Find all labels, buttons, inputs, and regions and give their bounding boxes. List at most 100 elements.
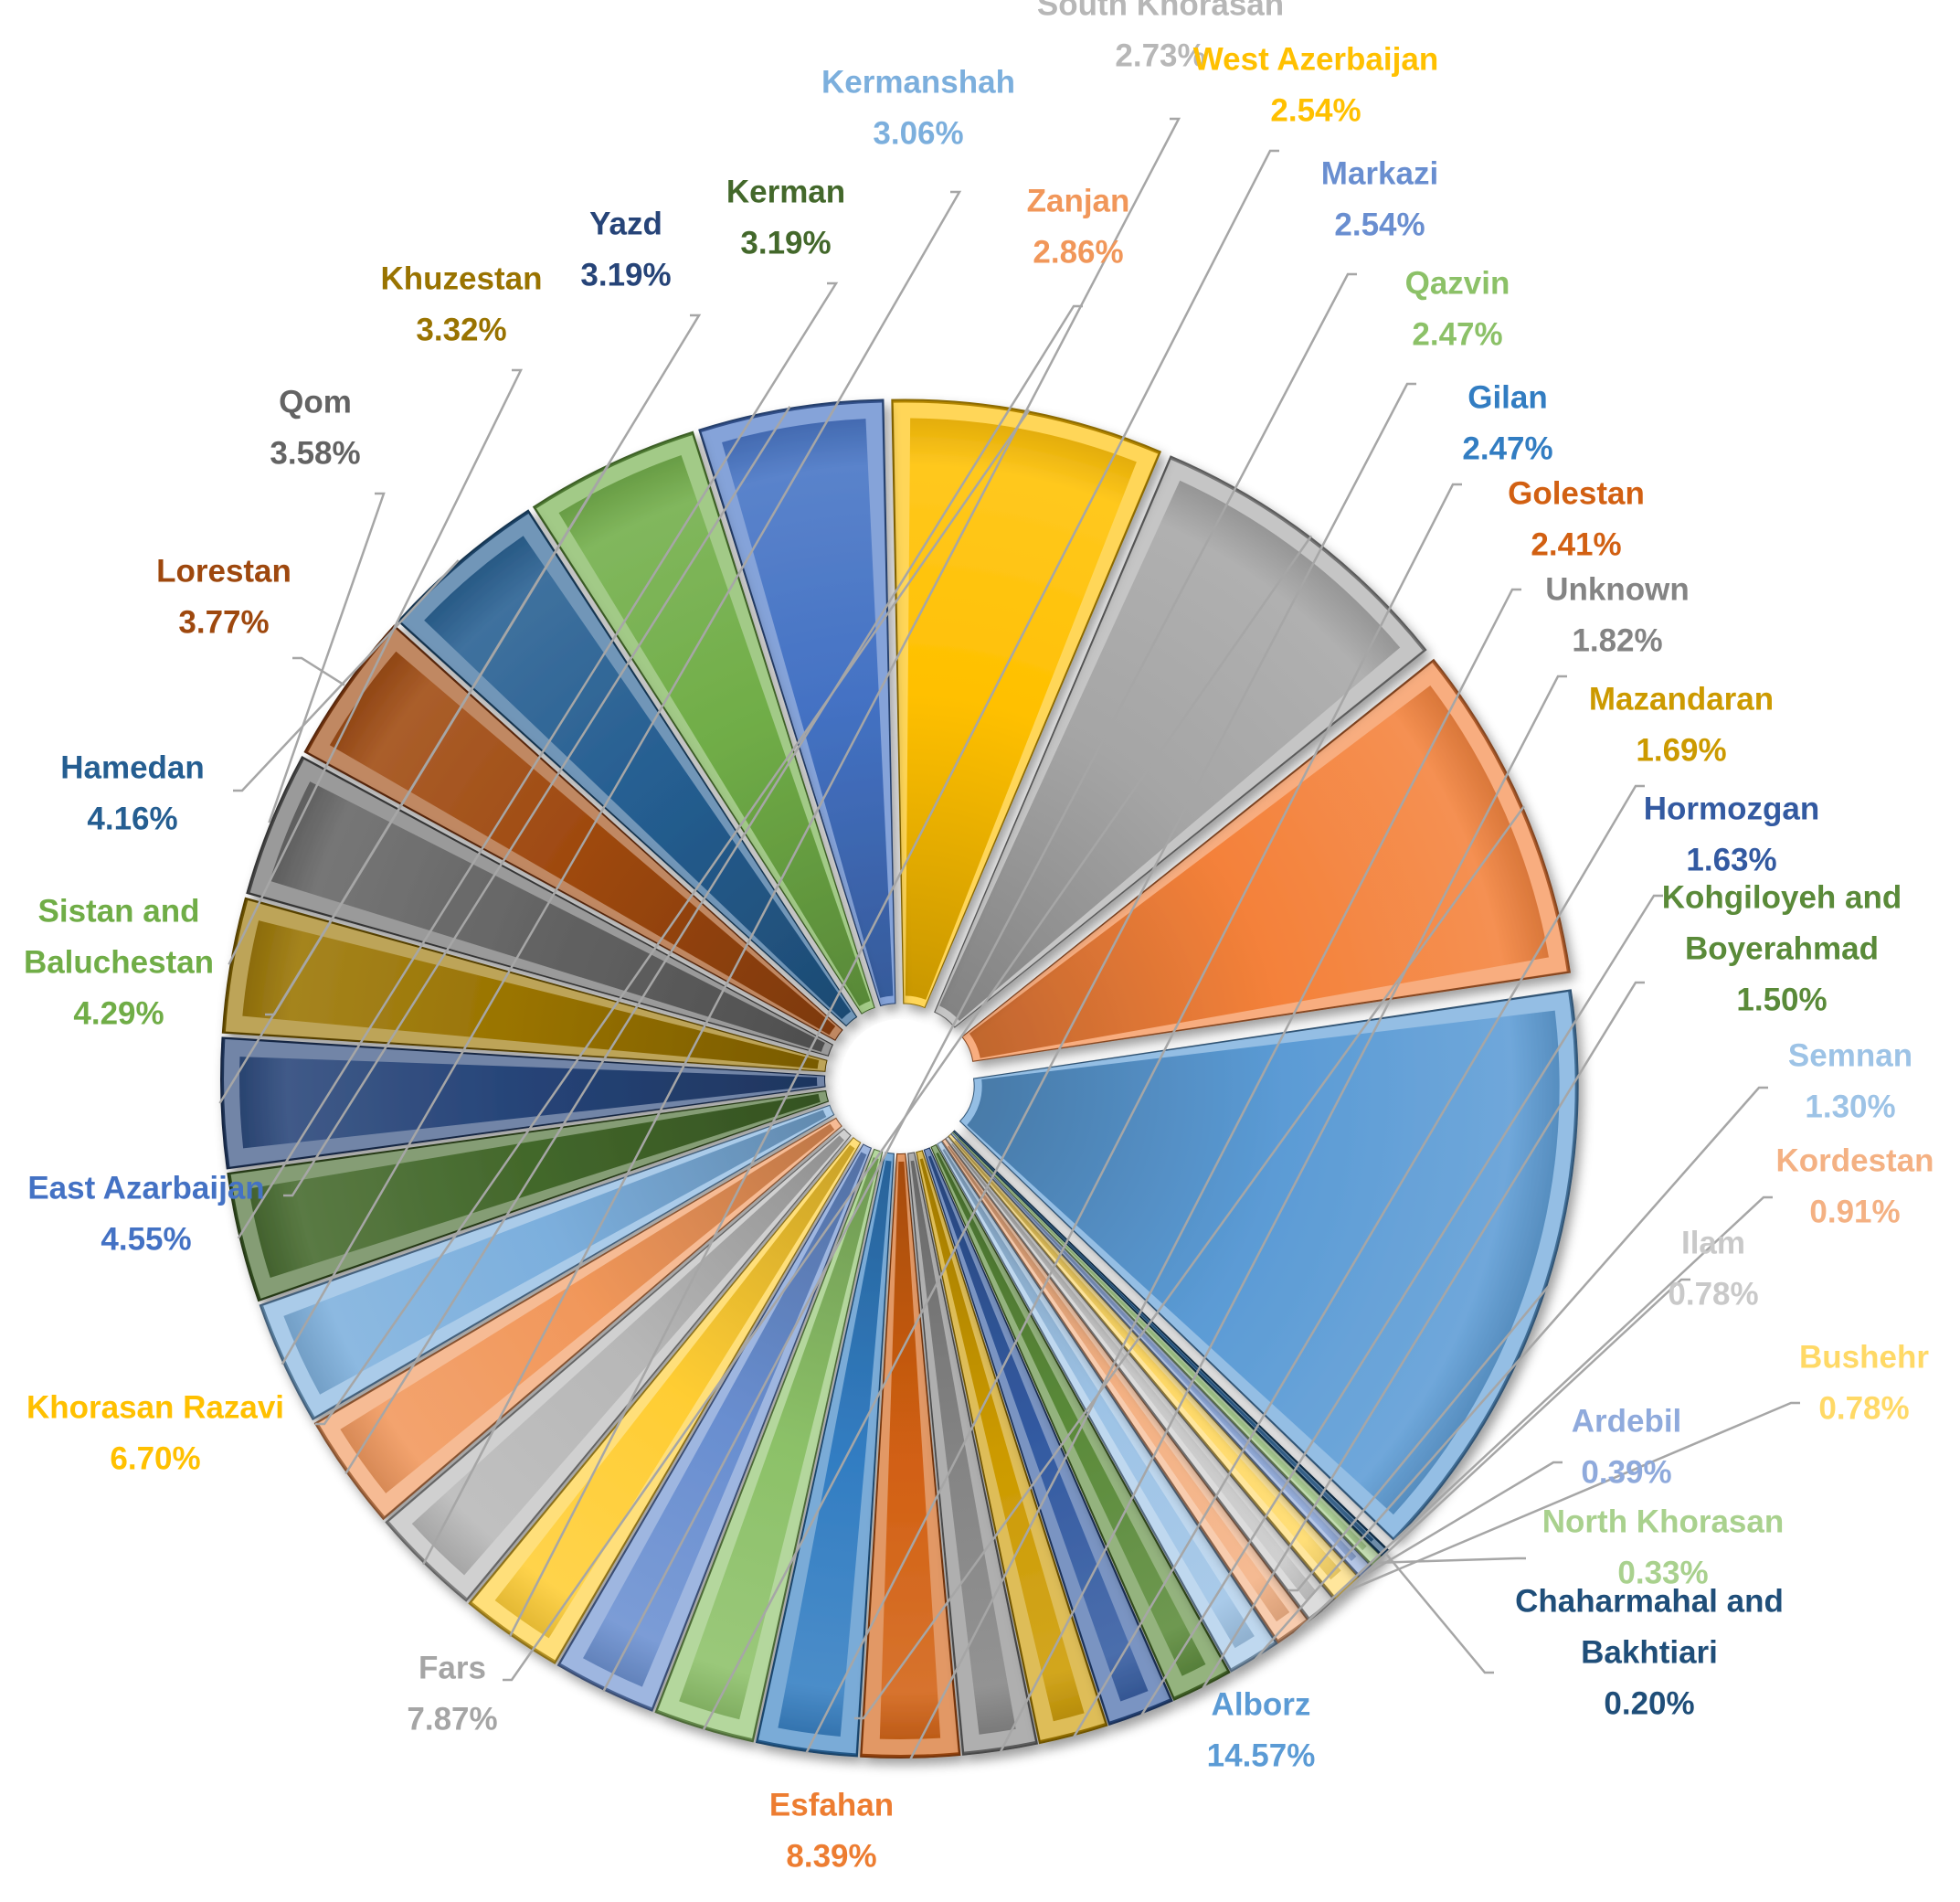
data-label-name-unknown: Unknown [1545,571,1689,607]
slice-south-khorasan-face [411,1135,844,1576]
slice-khorasan-razavi-face [905,418,1137,1000]
slice-ardebil-face [957,1138,1357,1561]
data-label-value-lorestan: 3.77% [178,604,269,640]
leader-line-east-azarbaijan [283,406,791,1197]
data-label-name-zanjan: Zanjan [1027,183,1130,218]
data-label-value-ilam: 0.78% [1668,1276,1758,1312]
slice-khuzestan [221,897,828,1072]
leader-line-north-khorasan [1378,1557,1526,1564]
slice-east-azarbaijan-face [722,419,894,998]
leader-line-yazd [218,313,702,1104]
slice-semnan-face [942,1149,1255,1649]
data-label-name-mazandaran: Mazandaran [1589,681,1774,717]
data-label-value-unknown: 1.82% [1572,622,1662,658]
data-label-name-kermanshah: Kermanshah [821,64,1015,100]
data-label-value-kerman: 3.19% [740,225,831,260]
slice-golestan-face [879,1161,941,1739]
data-label-value-chaharmahal-and-bakhtiari: 0.20% [1604,1685,1694,1721]
leader-line-west-azerbaijan [508,149,1279,1638]
leader-line-fars [503,535,1313,1682]
leader-line-kohgiloyeh-and-boyerahmad [1202,981,1645,1689]
data-label-value-hormozgan: 1.63% [1686,842,1776,877]
data-label-name-golestan: Golestan [1508,475,1645,511]
data-label-name-west-azerbaijan: West Azerbaijan [1193,41,1438,77]
slice-gilan [755,1152,895,1758]
data-label-value-yazd: 3.19% [580,257,671,292]
slice-markazi-face [583,1152,867,1687]
slice-zanjan [313,1117,842,1521]
leader-line-hormozgan [1140,894,1663,1716]
slice-kerman [227,1089,830,1302]
data-label-value-zanjan: 2.86% [1033,234,1123,270]
slice-qazvin-face [679,1157,879,1720]
data-label-value-fars: 7.87% [407,1701,497,1737]
data-label-name-fars: Fars [418,1650,486,1685]
slice-yazd-face [239,1057,818,1149]
leader-line-esfahan [854,805,1525,1720]
slice-khorasan-razavi [891,398,1162,1009]
leader-line-south-khorasan [422,117,1181,1566]
slice-esfahan-face [969,685,1549,1058]
data-label-value-esfahan: 8.39% [786,1838,876,1874]
data-label-value-ardebil: 0.39% [1581,1454,1671,1490]
leader-line-hamedan [233,559,460,792]
data-label-name-khorasan-razavi: Khorasan Razavi [26,1389,284,1425]
data-label-value-semnan: 1.30% [1805,1089,1895,1124]
slice-chaharmahal-and-bakhtiari [952,1130,1390,1558]
slice-alborz-face [967,1010,1560,1515]
data-label-name-bushehr: Bushehr [1799,1339,1929,1375]
leader-lines-layer [218,117,1800,1760]
leader-line-qazvin [702,382,1416,1731]
slice-ilam-face [951,1142,1317,1600]
slice-qom [246,755,834,1057]
data-label-name-yazd: Yazd [589,206,662,241]
data-label-value-qazvin: 2.47% [1412,316,1502,352]
slice-chaharmahal-and-bakhtiari-face [959,1136,1374,1542]
data-label-name-kohgiloyeh-and-boyerahmad: Kohgiloyeh and [1662,879,1902,915]
slice-bushehr-face [954,1140,1341,1580]
data-label-value-south-khorasan: 2.73% [1115,37,1205,73]
data-label-name-south-khorasan: South Khorasan [1037,0,1284,22]
data-label-value-khorasan-razavi: 6.70% [110,1440,200,1476]
data-label-name-chaharmahal-and-bakhtiari: Chaharmahal and [1515,1583,1784,1619]
data-label-name-hormozgan: Hormozgan [1644,791,1820,826]
leader-line-gilan [805,483,1462,1754]
data-label-value-mazandaran: 1.69% [1636,732,1726,768]
slice-gilan-face [778,1160,892,1737]
slice-kermanshah-face [283,1110,827,1395]
slice-kohgiloyeh-and-boyerahmad-face [936,1152,1206,1676]
leader-line-qom [268,492,386,823]
leader-line-lorestan [292,656,345,686]
slice-west-azerbaijan [468,1136,862,1665]
data-label-value-golestan: 2.41% [1531,526,1621,562]
leader-line-chaharmahal-and-bakhtiari [1385,1554,1494,1674]
data-label-name-hamedan: Hamedan [60,749,205,785]
data-label-name-qom: Qom [279,384,352,420]
data-label-name-chaharmahal-and-bakhtiari: Bakhtiari [1581,1634,1718,1670]
data-label-name-ardebil: Ardebil [1572,1403,1682,1439]
slice-golestan [860,1153,961,1759]
slice-zanjan-face [340,1123,835,1493]
leader-line-markazi [602,272,1357,1693]
data-label-value-west-azerbaijan: 2.54% [1270,92,1361,128]
data-label-value-alborz: 14.57% [1207,1737,1316,1773]
data-label-name-kordestan: Kordestan [1775,1142,1934,1178]
data-label-value-north-khorasan: 0.33% [1617,1555,1708,1590]
slices-layer [220,398,1579,1759]
leader-line-khorasan-razavi [315,409,1031,1426]
data-label-name-gilan: Gilan [1467,379,1548,415]
slice-kermanshah [259,1104,835,1421]
leader-line-ilam [1322,1278,1690,1613]
slice-khuzestan-face [242,920,820,1069]
data-label-name-lorestan: Lorestan [156,553,291,589]
slice-alborz [959,989,1579,1542]
slice-mazandaran-bevel [916,1151,1105,1740]
slice-hormozgan-face [927,1155,1149,1702]
data-label-name-alborz: Alborz [1212,1686,1311,1722]
leader-line-kordestan [1294,1195,1773,1634]
leader-line-mazandaran [1073,784,1645,1737]
data-label-value-east-azarbaijan: 4.55% [101,1221,191,1257]
data-label-name-semnan: Semnan [1788,1037,1912,1073]
data-label-name-markazi: Markazi [1321,155,1438,191]
